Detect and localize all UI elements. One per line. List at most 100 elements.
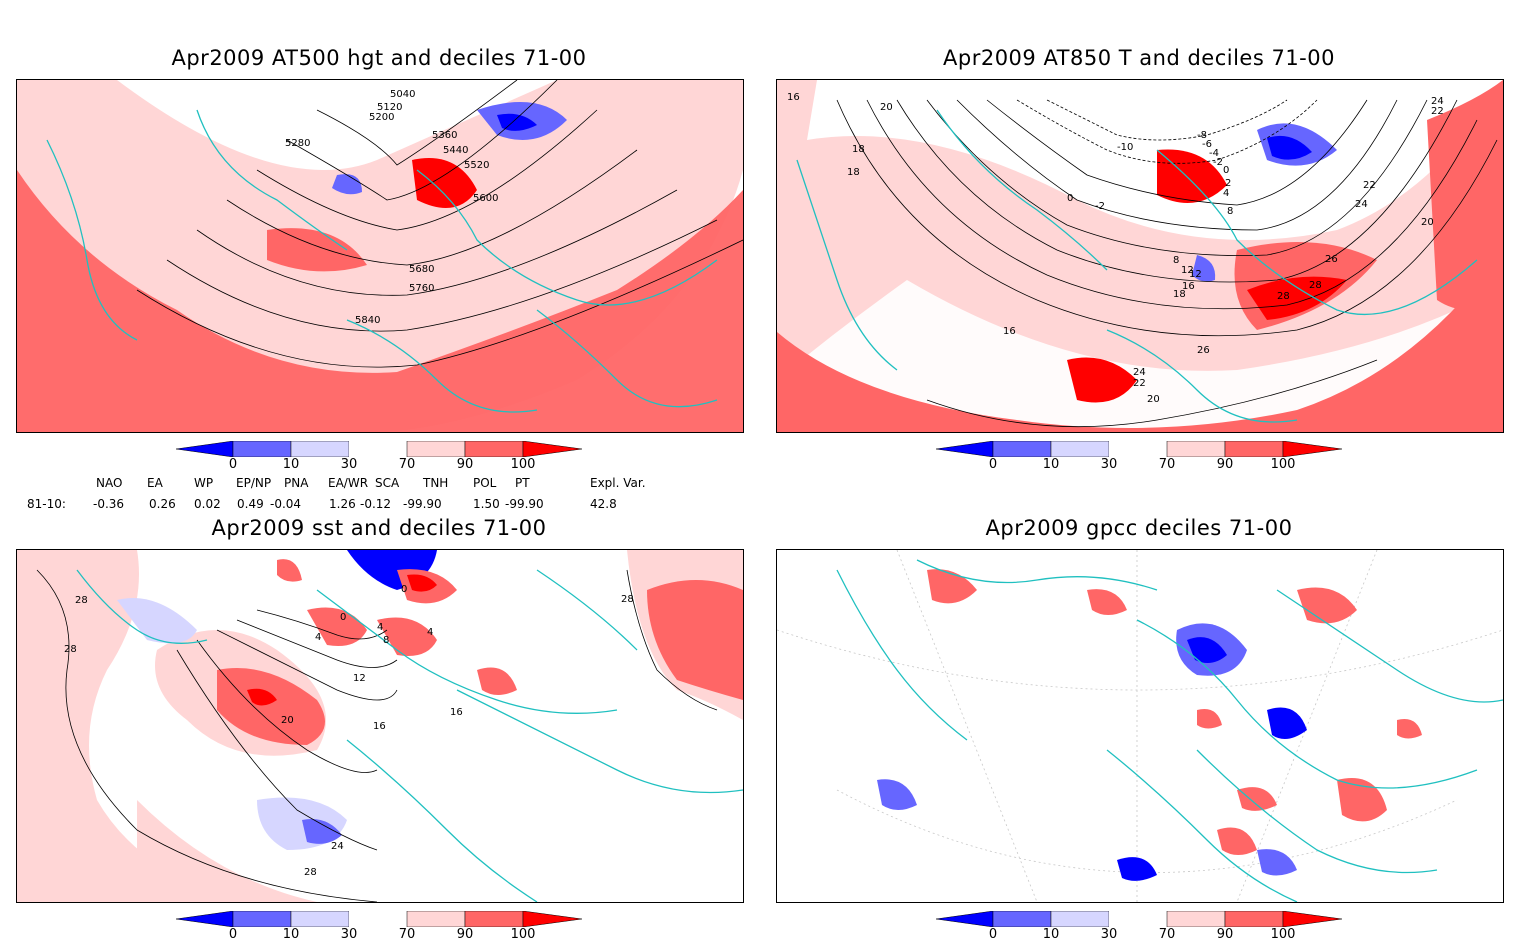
contour-label-m2: -2 <box>1213 157 1223 168</box>
index-header-ea-wr: EA/WR <box>328 476 369 490</box>
index-header-tnh: TNH <box>423 476 449 490</box>
map-at850-svg: 16 20 18 18 -10 -8 -6 -4 -2 0 2 4 8 0 -2… <box>777 80 1503 432</box>
contour-label-5520: 5520 <box>464 160 489 171</box>
colorbar-4-swatches <box>935 910 1343 928</box>
colorbar-swatch-2 <box>1050 910 1110 928</box>
colorbar-swatch-2 <box>290 440 350 458</box>
colorbar-label-0: 0 <box>988 927 998 942</box>
contour-label-28d: 28 <box>621 594 634 605</box>
colorbar-swatch-1 <box>992 910 1052 928</box>
colorbar-2: 0 10 30 70 90 100 <box>935 440 1356 475</box>
panel-4-title: Apr2009 gpcc deciles 71-00 <box>985 516 1293 540</box>
contour-label-m10: -10 <box>1117 142 1133 153</box>
colorbar-swatch-3 <box>349 441 407 457</box>
contour-label-22a: 22 <box>1431 106 1444 117</box>
contour-label-2: 2 <box>1225 178 1231 189</box>
colorbar-label-0: 0 <box>228 927 238 942</box>
contour-label-26b: 26 <box>1325 254 1338 265</box>
contour-label-16a: 16 <box>373 721 386 732</box>
map-sst-svg: 28 28 0 4 4 4 0 8 12 16 16 20 24 28 28 <box>17 550 743 902</box>
contour-label-28b: 28 <box>64 644 77 655</box>
map-panel-at850: 16 20 18 18 -10 -8 -6 -4 -2 0 2 4 8 0 -2… <box>776 79 1504 433</box>
colorbar-swatch-1 <box>232 440 292 458</box>
contour-label-0a: 0 <box>340 612 346 623</box>
index-header-sca: SCA <box>375 476 400 490</box>
colorbar-label-70: 70 <box>398 927 416 942</box>
contour-label-16c: 16 <box>1182 281 1195 292</box>
index-value-ea-wr: 1.26 <box>329 497 356 511</box>
indices-header-row: NAO EA WP EP/NP PNA EA/WR SCA TNH POL PT… <box>0 476 760 492</box>
colorbar-swatch-0 <box>935 440 994 458</box>
contour-label-5200: 5200 <box>369 112 394 123</box>
colorbar-swatch-1 <box>232 910 292 928</box>
colorbar-label-100: 100 <box>1270 927 1296 942</box>
contour-label-18c: 18 <box>1173 289 1186 300</box>
panel-2-title: Apr2009 AT850 T and deciles 71-00 <box>943 46 1335 70</box>
contour-label-12a: 12 <box>1181 265 1194 276</box>
contour-label-28b: 28 <box>1309 280 1322 291</box>
colorbar-label-10: 10 <box>282 457 300 472</box>
colorbar-swatch-6 <box>1282 910 1343 928</box>
index-header-pt: PT <box>515 476 530 490</box>
colorbar-label-100: 100 <box>510 927 536 942</box>
colorbar-label-0: 0 <box>228 457 238 472</box>
colorbar-label-90: 90 <box>1216 457 1234 472</box>
panel-3-title: Apr2009 sst and deciles 71-00 <box>211 516 547 540</box>
colorbar-label-30: 30 <box>1100 927 1118 942</box>
colorbar-swatch-3 <box>1109 441 1167 457</box>
contour-label-5280: 5280 <box>285 138 310 149</box>
colorbar-swatch-4 <box>1166 910 1226 928</box>
contour-label-8: 8 <box>1227 206 1233 217</box>
colorbar-swatch-4 <box>1166 440 1226 458</box>
contour-label-18b: 18 <box>847 167 860 178</box>
contour-label-0b: 0 <box>1067 193 1073 204</box>
index-value-sca: -0.12 <box>360 497 392 511</box>
map-at500-svg: 5040 5120 5200 5280 5360 5440 5520 5600 … <box>17 80 743 432</box>
colorbar-label-0: 0 <box>988 457 998 472</box>
contour-label-m6: -6 <box>1202 139 1212 150</box>
contour-label-m2b: -2 <box>1095 201 1105 212</box>
colorbar-label-90: 90 <box>456 927 474 942</box>
contour-label-18a: 18 <box>852 144 865 155</box>
index-value-ep-np: 0.49 <box>237 497 264 511</box>
contour-label-20: 20 <box>880 102 893 113</box>
index-header-pol: POL <box>473 476 497 490</box>
contour-label-24b: 24 <box>1355 199 1368 210</box>
colorbar-label-100: 100 <box>1270 457 1296 472</box>
contour-label-5120: 5120 <box>377 102 402 113</box>
contour-label-24a: 24 <box>1431 96 1444 107</box>
colorbar-swatch-1 <box>992 440 1052 458</box>
contour-label-5440: 5440 <box>443 145 468 156</box>
index-value-ea: 0.26 <box>149 497 176 511</box>
index-header-nao: NAO <box>96 476 123 490</box>
colorbar-label-90: 90 <box>1216 927 1234 942</box>
colorbar-swatch-3 <box>1109 911 1167 927</box>
contour-label-5840: 5840 <box>355 315 380 326</box>
index-header-ep-np: EP/NP <box>236 476 272 490</box>
colorbar-label-70: 70 <box>1158 457 1176 472</box>
contour-label-8b: 8 <box>1173 255 1179 266</box>
colorbar-label-10: 10 <box>1042 927 1060 942</box>
contour-label-m8: -8 <box>1197 130 1207 141</box>
panel-1-title: Apr2009 AT500 hgt and deciles 71-00 <box>171 46 587 70</box>
contour-label-5600: 5600 <box>473 193 498 204</box>
colorbar-label-10: 10 <box>1042 457 1060 472</box>
map-panel-at500: 5040 5120 5200 5280 5360 5440 5520 5600 … <box>16 79 744 433</box>
contour-label-4b: 4 <box>377 622 383 633</box>
colorbar-3-swatches <box>175 910 583 928</box>
colorbar-swatch-2 <box>290 910 350 928</box>
colorbar-swatch-3 <box>349 911 407 927</box>
contour-label-0: 0 <box>1223 165 1229 176</box>
map-gpcc-svg <box>777 550 1503 902</box>
colorbar-swatch-5 <box>1224 910 1284 928</box>
contour-label-16: 16 <box>787 92 800 103</box>
colorbar-swatch-5 <box>1224 440 1284 458</box>
contour-label-5360: 5360 <box>432 130 457 141</box>
colorbar-label-30: 30 <box>340 457 358 472</box>
colorbar-swatch-0 <box>175 440 234 458</box>
colorbar-swatch-0 <box>935 910 994 928</box>
colorbar-label-30: 30 <box>1100 457 1118 472</box>
contour-label-16b: 16 <box>1003 326 1016 337</box>
index-value-pna: -0.04 <box>270 497 302 511</box>
contour-label-4: 4 <box>1223 188 1229 199</box>
